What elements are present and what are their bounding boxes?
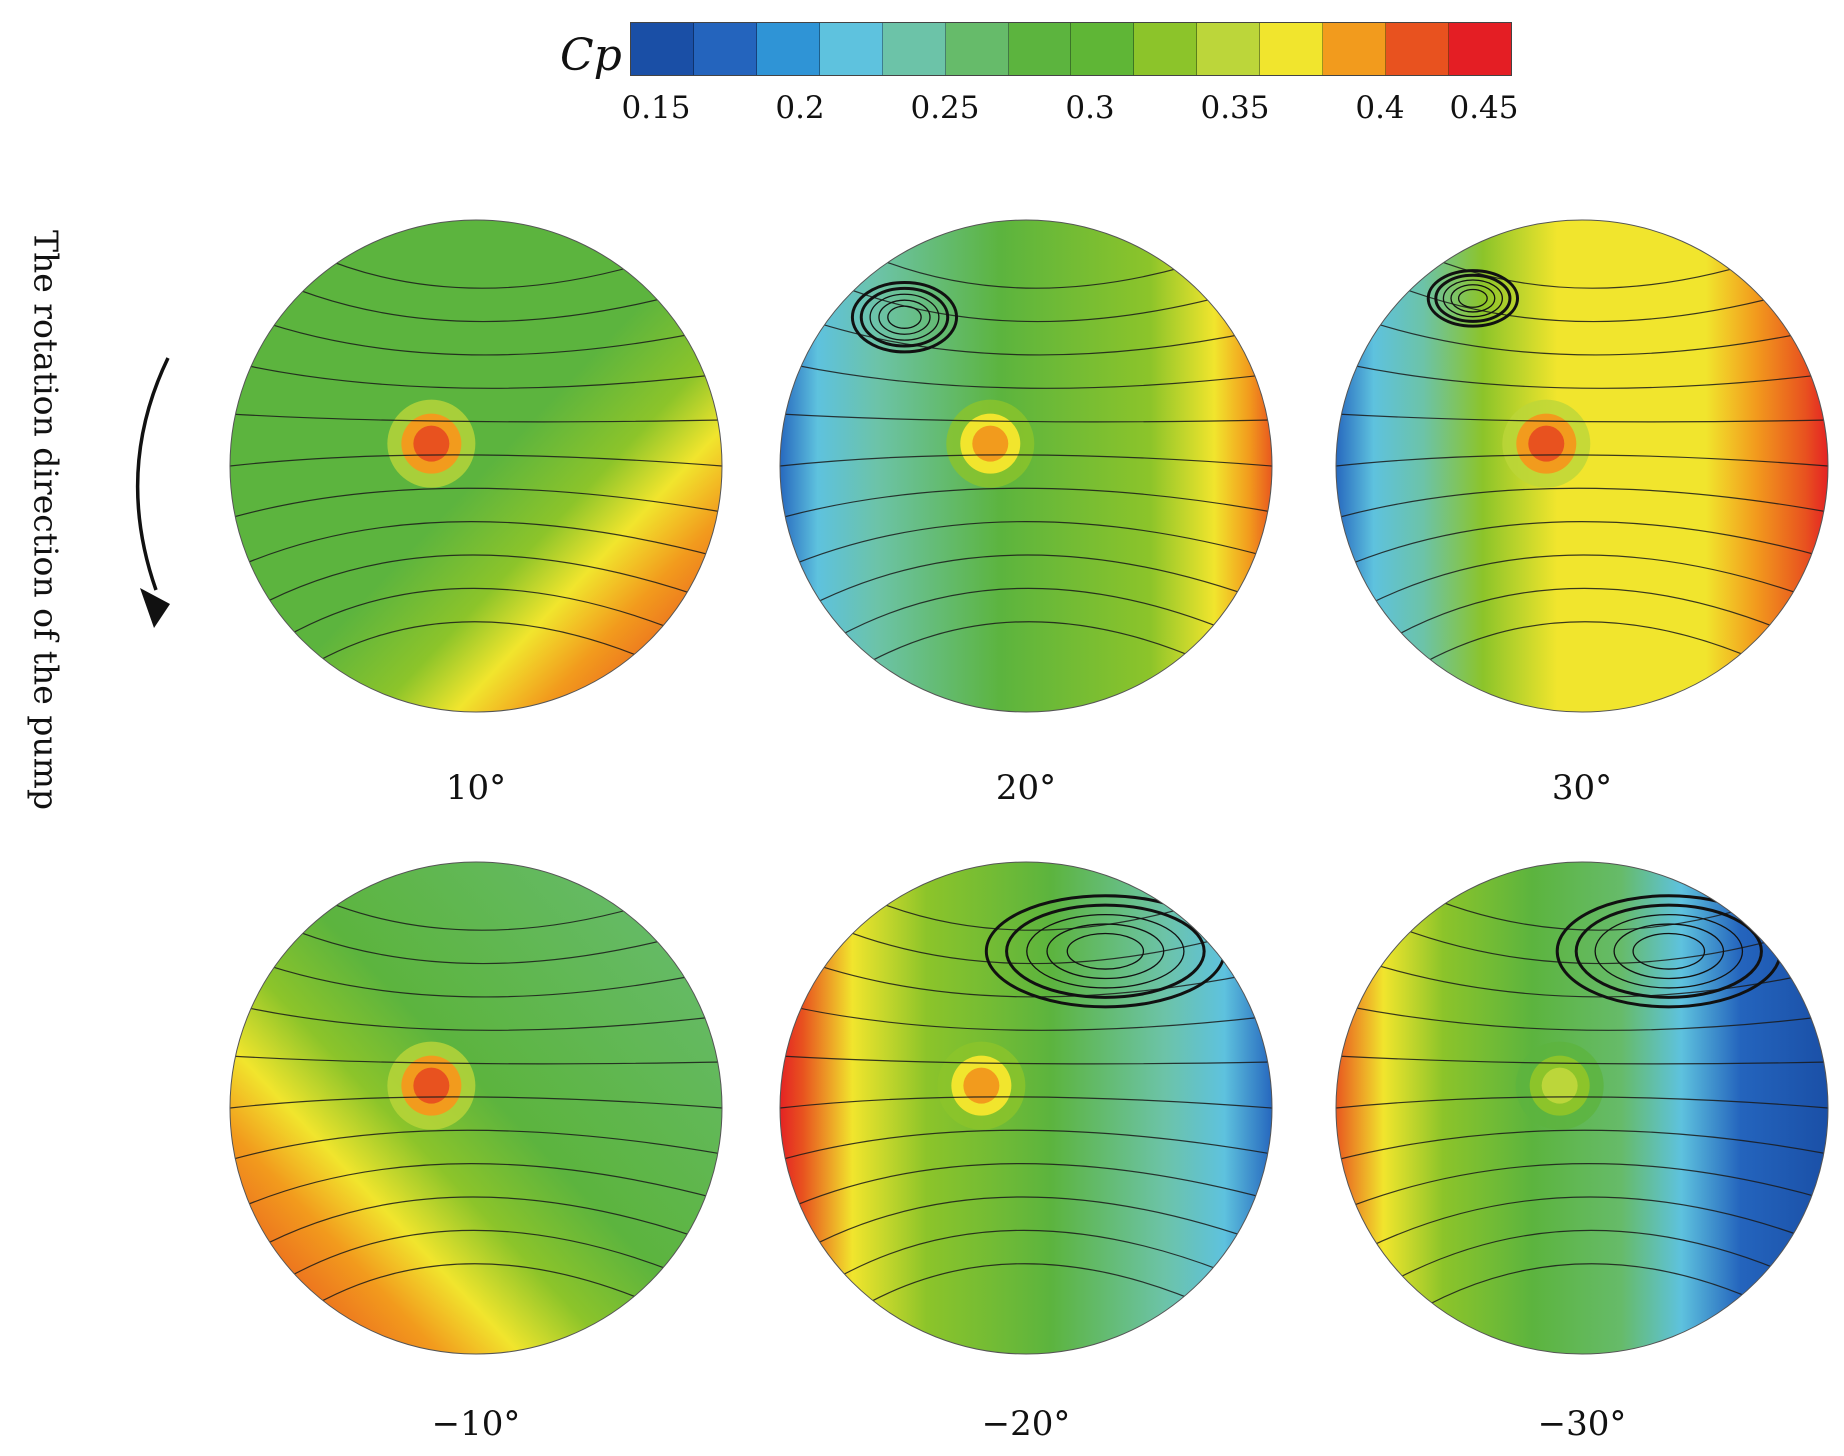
colorbar-gradient <box>630 22 1512 76</box>
colorbar-tick: 0.35 <box>1200 90 1270 126</box>
cp-contour-panel-minus20deg <box>779 861 1273 1355</box>
colorbar-segment <box>1008 23 1072 75</box>
cp-contour-panel-minus10deg <box>229 861 723 1355</box>
colorbar-segment <box>1323 23 1387 75</box>
colorbar-segment <box>882 23 946 75</box>
panel-label-minus10deg: −10° <box>431 1404 521 1444</box>
cp-contour-panel-30deg <box>1335 219 1829 713</box>
colorbar-tick: 0.3 <box>1065 90 1115 126</box>
colorbar-tick: 0.4 <box>1355 90 1405 126</box>
colorbar-tick: 0.2 <box>775 90 825 126</box>
colorbar-segment <box>1448 23 1511 75</box>
colorbar-tick: 0.45 <box>1449 90 1519 126</box>
panel-label-20deg: 20° <box>995 768 1057 808</box>
colorbar-segment <box>819 23 883 75</box>
colorbar-segment <box>1071 23 1135 75</box>
colorbar-segment <box>945 23 1009 75</box>
cp-contour-panel-10deg <box>229 219 723 713</box>
colorbar-label: Cp <box>560 30 622 81</box>
panel-label-minus20deg: −20° <box>981 1404 1071 1444</box>
colorbar-segment <box>1134 23 1198 75</box>
cp-contour-panel-20deg <box>779 219 1273 713</box>
panel-label-30deg: 30° <box>1551 768 1613 808</box>
rotation-arrow-icon <box>135 357 170 628</box>
colorbar-tick: 0.15 <box>621 90 691 126</box>
colorbar: Cp 0.15 0.2 0.25 0.3 0.35 0.4 0.45 <box>560 18 1520 128</box>
colorbar-tick: 0.25 <box>910 90 980 126</box>
colorbar-segment <box>1386 23 1449 75</box>
colorbar-segment <box>693 23 757 75</box>
rotation-direction-label: The rotation direction of the pump <box>26 229 66 811</box>
colorbar-segment <box>1260 23 1324 75</box>
cp-contour-panel-minus30deg <box>1335 861 1829 1355</box>
colorbar-segment <box>756 23 820 75</box>
colorbar-segment <box>631 23 694 75</box>
panel-label-minus30deg: −30° <box>1537 1404 1627 1444</box>
panel-label-10deg: 10° <box>445 768 507 808</box>
colorbar-segment <box>1197 23 1261 75</box>
